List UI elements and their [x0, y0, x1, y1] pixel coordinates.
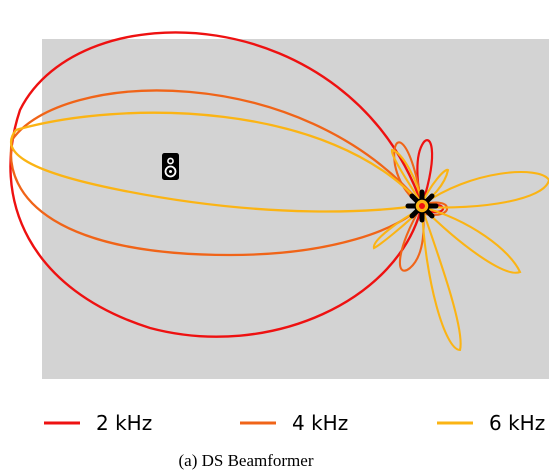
beam-4khz-main-lobe [9, 89, 424, 257]
beam-6khz-side-lobe [418, 204, 522, 274]
legend-label-2khz: 2 kHz [96, 411, 152, 435]
microphone-array-icon [405, 189, 439, 223]
figure-caption: (a) DS Beamformer [178, 451, 313, 470]
legend-label-4khz: 4 kHz [292, 411, 348, 435]
beam-6khz-side-lobe [390, 148, 424, 205]
beam-6khz-main-lobe [10, 111, 425, 213]
legend-label-6khz: 6 kHz [489, 411, 545, 435]
beam-4khz-side-lobe [420, 201, 449, 216]
room-background [42, 39, 549, 379]
legend: 2 kHz 4 kHz 6 kHz [44, 411, 545, 435]
beam-6khz-side-lobe [372, 207, 423, 250]
legend-item-4khz: 4 kHz [240, 411, 348, 435]
beam-2khz-main-lobe [9, 31, 424, 338]
legend-item-6khz: 6 kHz [437, 411, 545, 435]
speaker-icon [162, 153, 179, 180]
beam-6khz-side-lobe [420, 207, 462, 352]
legend-item-2khz: 2 kHz [44, 411, 152, 435]
